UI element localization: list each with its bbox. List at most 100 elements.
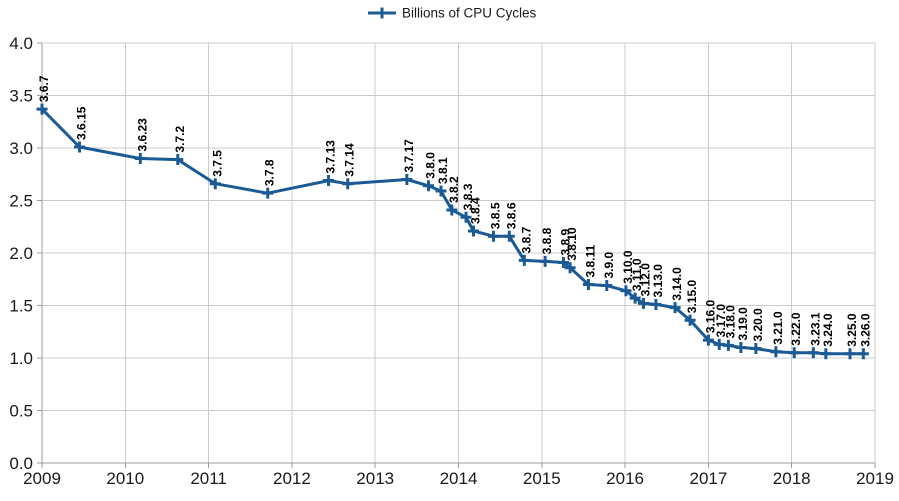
- data-point-marker: [342, 178, 354, 190]
- data-point-marker: [557, 256, 569, 268]
- axes: [37, 42, 876, 468]
- data-point-label: 3.19.0: [736, 307, 750, 341]
- data-point-label: 3.8.4: [468, 197, 482, 224]
- data-point-label: 3.8.8: [540, 227, 554, 254]
- data-point-marker: [134, 153, 146, 164]
- data-point-marker: [750, 343, 762, 355]
- data-point-label: 3.6.23: [135, 118, 149, 152]
- data-point-label: 3.8.6: [504, 202, 518, 229]
- data-point-marker: [401, 174, 413, 185]
- data-point-marker: [503, 230, 515, 242]
- data-point-marker: [702, 334, 714, 346]
- data-point-marker: [857, 348, 869, 360]
- data-point-label: 3.8.5: [488, 202, 502, 229]
- x-tick-label: 2013: [356, 469, 394, 488]
- data-point-label: 3.7.14: [343, 143, 357, 177]
- data-point-label: 3.8.9: [558, 228, 572, 255]
- data-point-marker: [788, 347, 800, 359]
- data-point-label: 3.10.0: [621, 250, 635, 284]
- y-tick-label: 2.5: [9, 192, 33, 211]
- y-tick-label: 0.5: [9, 402, 33, 421]
- data-point-marker: [539, 255, 551, 267]
- data-point-label: 3.8.3: [461, 183, 475, 210]
- data-point-marker: [684, 314, 696, 326]
- plot-area: 0.0 0.5 1.0 1.5 2.0 2.5 3.0 3.5 4.0 2009 2010 2011 2…: [9, 34, 894, 488]
- x-tick-label: 2011: [190, 469, 227, 488]
- data-point-label: 3.23.1: [808, 312, 822, 346]
- data-point-markers: [36, 103, 869, 360]
- data-point-label: 3.21.0: [771, 311, 785, 345]
- data-point-marker: [446, 204, 458, 216]
- y-tick-label: 3.5: [9, 87, 33, 106]
- x-tick-label: 2019: [856, 469, 894, 488]
- data-point-label: 3.7.5: [210, 150, 224, 177]
- data-point-label: 3.8.2: [447, 176, 461, 203]
- x-tick-label: 2012: [273, 469, 311, 488]
- data-point-label: 3.7.8: [263, 159, 277, 186]
- data-point-label: 3.18.0: [723, 305, 737, 339]
- x-tick-label: 2010: [106, 469, 144, 488]
- data-point-marker: [518, 254, 530, 266]
- x-tick-label: 2016: [606, 469, 644, 488]
- data-point-label: 3.15.0: [685, 280, 699, 314]
- data-point-marker: [820, 348, 832, 360]
- data-point-marker: [735, 342, 747, 353]
- legend-plus-marker-icon: [376, 7, 388, 19]
- x-tick-label: 2015: [523, 469, 561, 488]
- data-point-marker: [209, 178, 221, 190]
- data-point-label: 3.26.0: [858, 313, 872, 347]
- data-point-label: 3.11.0: [630, 258, 644, 291]
- data-point-label: 3.8.10: [565, 227, 579, 261]
- data-point-marker: [650, 298, 662, 310]
- data-point-marker: [807, 347, 819, 359]
- data-point-label: 3.6.15: [74, 106, 88, 140]
- data-point-marker: [423, 180, 435, 192]
- data-point-marker: [460, 211, 472, 223]
- data-point-marker: [262, 187, 274, 199]
- data-point-label: 3.17.0: [714, 304, 728, 338]
- x-tick-label: 2017: [689, 469, 727, 488]
- data-point-marker: [564, 262, 576, 274]
- data-point-label: 3.16.0: [703, 299, 717, 333]
- data-point-label: 3.22.0: [789, 312, 803, 346]
- data-point-marker: [637, 297, 649, 309]
- legend: Billions of CPU Cycles: [368, 6, 537, 21]
- data-point-label: 3.7.2: [173, 126, 187, 153]
- data-point-labels: 3.6.7 3.6.15 3.6.23 3.7.2 3.7.5 3.7.8 3.7.13 3.…: [37, 75, 872, 347]
- y-tick-label: 1.0: [9, 349, 33, 368]
- x-tick-label: 2009: [23, 469, 61, 488]
- data-point-label: 3.20.0: [751, 308, 765, 342]
- data-point-marker: [722, 339, 734, 351]
- data-point-label: 3.12.0: [638, 263, 652, 297]
- data-point-label: 3.7.17: [402, 139, 416, 173]
- data-point-marker: [601, 280, 613, 292]
- data-point-marker: [487, 230, 499, 242]
- data-point-label: 3.6.7: [37, 75, 51, 102]
- gridlines: [42, 42, 876, 463]
- data-point-label: 3.9.0: [602, 252, 616, 279]
- data-point-label: 3.13.0: [651, 264, 665, 298]
- data-point-marker: [582, 279, 594, 290]
- data-point-marker: [323, 175, 335, 187]
- data-point-label: 3.8.0: [424, 152, 438, 179]
- data-point-marker: [620, 285, 632, 297]
- y-tick-label: 3.0: [9, 139, 33, 158]
- data-point-marker: [36, 103, 48, 115]
- x-tick-label: 2018: [773, 469, 811, 488]
- y-tick-label: 2.0: [9, 244, 33, 263]
- data-point-label: 3.25.0: [845, 313, 859, 347]
- data-point-marker: [435, 185, 447, 197]
- data-point-marker: [669, 302, 681, 314]
- data-point-label: 3.7.13: [324, 140, 338, 174]
- data-point-label: 3.24.0: [821, 313, 835, 347]
- data-point-label: 3.8.1: [436, 157, 450, 184]
- data-point-marker: [629, 292, 641, 304]
- y-tick-label: 0.0: [9, 454, 33, 473]
- data-point-label: 3.8.11: [583, 244, 597, 277]
- data-point-marker: [770, 346, 782, 358]
- data-point-marker: [467, 225, 479, 237]
- data-point-label: 3.8.7: [519, 226, 533, 253]
- data-point-marker: [73, 141, 85, 153]
